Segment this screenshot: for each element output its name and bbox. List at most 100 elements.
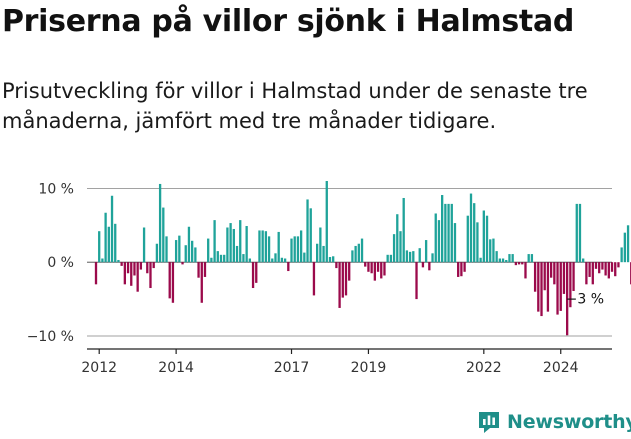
bar (267, 236, 271, 263)
bar (165, 236, 168, 263)
y-tick-label: 10 % (38, 181, 74, 197)
bar (556, 262, 559, 315)
bar (553, 262, 556, 285)
bar (158, 183, 162, 263)
bar (155, 243, 159, 263)
bar (521, 262, 524, 265)
bar (405, 250, 409, 263)
bar (120, 262, 123, 266)
bar (223, 254, 226, 263)
bar (585, 262, 588, 285)
bar (136, 262, 139, 292)
bar (229, 223, 232, 263)
bar (360, 238, 364, 263)
bar (283, 258, 287, 263)
bar (473, 203, 476, 263)
newsworthy-logo: Newsworthy (477, 408, 631, 436)
bar (562, 262, 566, 294)
bar (588, 262, 591, 277)
bar (261, 230, 264, 263)
bar (258, 230, 261, 263)
bar (94, 262, 98, 285)
bar (316, 243, 319, 263)
bar (505, 259, 508, 263)
bar (549, 262, 553, 278)
bar (171, 262, 175, 303)
bar (408, 251, 412, 263)
bar (319, 227, 322, 263)
bars (94, 181, 631, 336)
bar (174, 240, 178, 263)
bar (604, 262, 607, 276)
bar (392, 234, 396, 263)
bar (328, 257, 332, 263)
bar (126, 262, 130, 274)
bar (309, 208, 312, 263)
y-tick-label: 0 % (47, 255, 74, 271)
bar (402, 197, 405, 263)
bar (210, 257, 213, 263)
bar (537, 262, 540, 312)
bar (389, 254, 393, 263)
bar (248, 258, 251, 263)
bar (162, 207, 165, 263)
bar (299, 230, 303, 263)
bar (607, 262, 610, 279)
bar (130, 262, 133, 286)
bar (123, 262, 126, 285)
bar (626, 225, 630, 263)
bar (421, 262, 425, 268)
bar (517, 262, 521, 265)
brand-name: Newsworthy (507, 411, 631, 433)
bar (245, 226, 248, 263)
bar (178, 235, 181, 263)
bar (546, 262, 550, 312)
bar (559, 262, 562, 311)
page-subtitle: Prisutveckling för villor i Halmstad und… (2, 79, 588, 133)
bar (447, 203, 450, 263)
bar (463, 262, 466, 272)
bar (428, 262, 431, 271)
bar (495, 251, 498, 263)
bar (187, 226, 191, 263)
bar (348, 262, 351, 281)
bar (620, 247, 623, 263)
bar (226, 227, 229, 263)
bar (610, 262, 614, 272)
bar (287, 262, 290, 272)
bar (601, 262, 604, 270)
bar (578, 203, 582, 263)
bar (530, 254, 534, 263)
bar (232, 228, 235, 263)
y-tick-label: −10 % (27, 329, 74, 345)
bar (383, 262, 386, 276)
x-axis: 2012 2014 2017 2019 2022 2024 (81, 348, 612, 376)
bar (110, 195, 114, 263)
bar (572, 262, 575, 291)
bar (479, 257, 482, 263)
bar (453, 223, 457, 263)
bar (364, 262, 367, 267)
x-tick-label: 2024 (543, 360, 579, 376)
bar (617, 262, 620, 268)
bar (376, 262, 380, 272)
bar (216, 251, 219, 263)
bar (370, 262, 373, 274)
bar (501, 258, 505, 263)
bar (380, 262, 383, 279)
page-title: Priserna på villor sjönk i Halmstad (2, 4, 575, 39)
bar (351, 250, 354, 263)
bar (373, 262, 376, 281)
bar (239, 220, 242, 263)
bar (511, 254, 514, 263)
annotations: −3 % (566, 291, 604, 307)
bar (117, 259, 120, 263)
bar (533, 262, 537, 292)
bar (101, 258, 104, 263)
bar (146, 262, 149, 274)
bar (274, 253, 277, 263)
bar (114, 223, 117, 263)
x-tick-label: 2017 (274, 360, 310, 376)
bar (469, 193, 473, 263)
